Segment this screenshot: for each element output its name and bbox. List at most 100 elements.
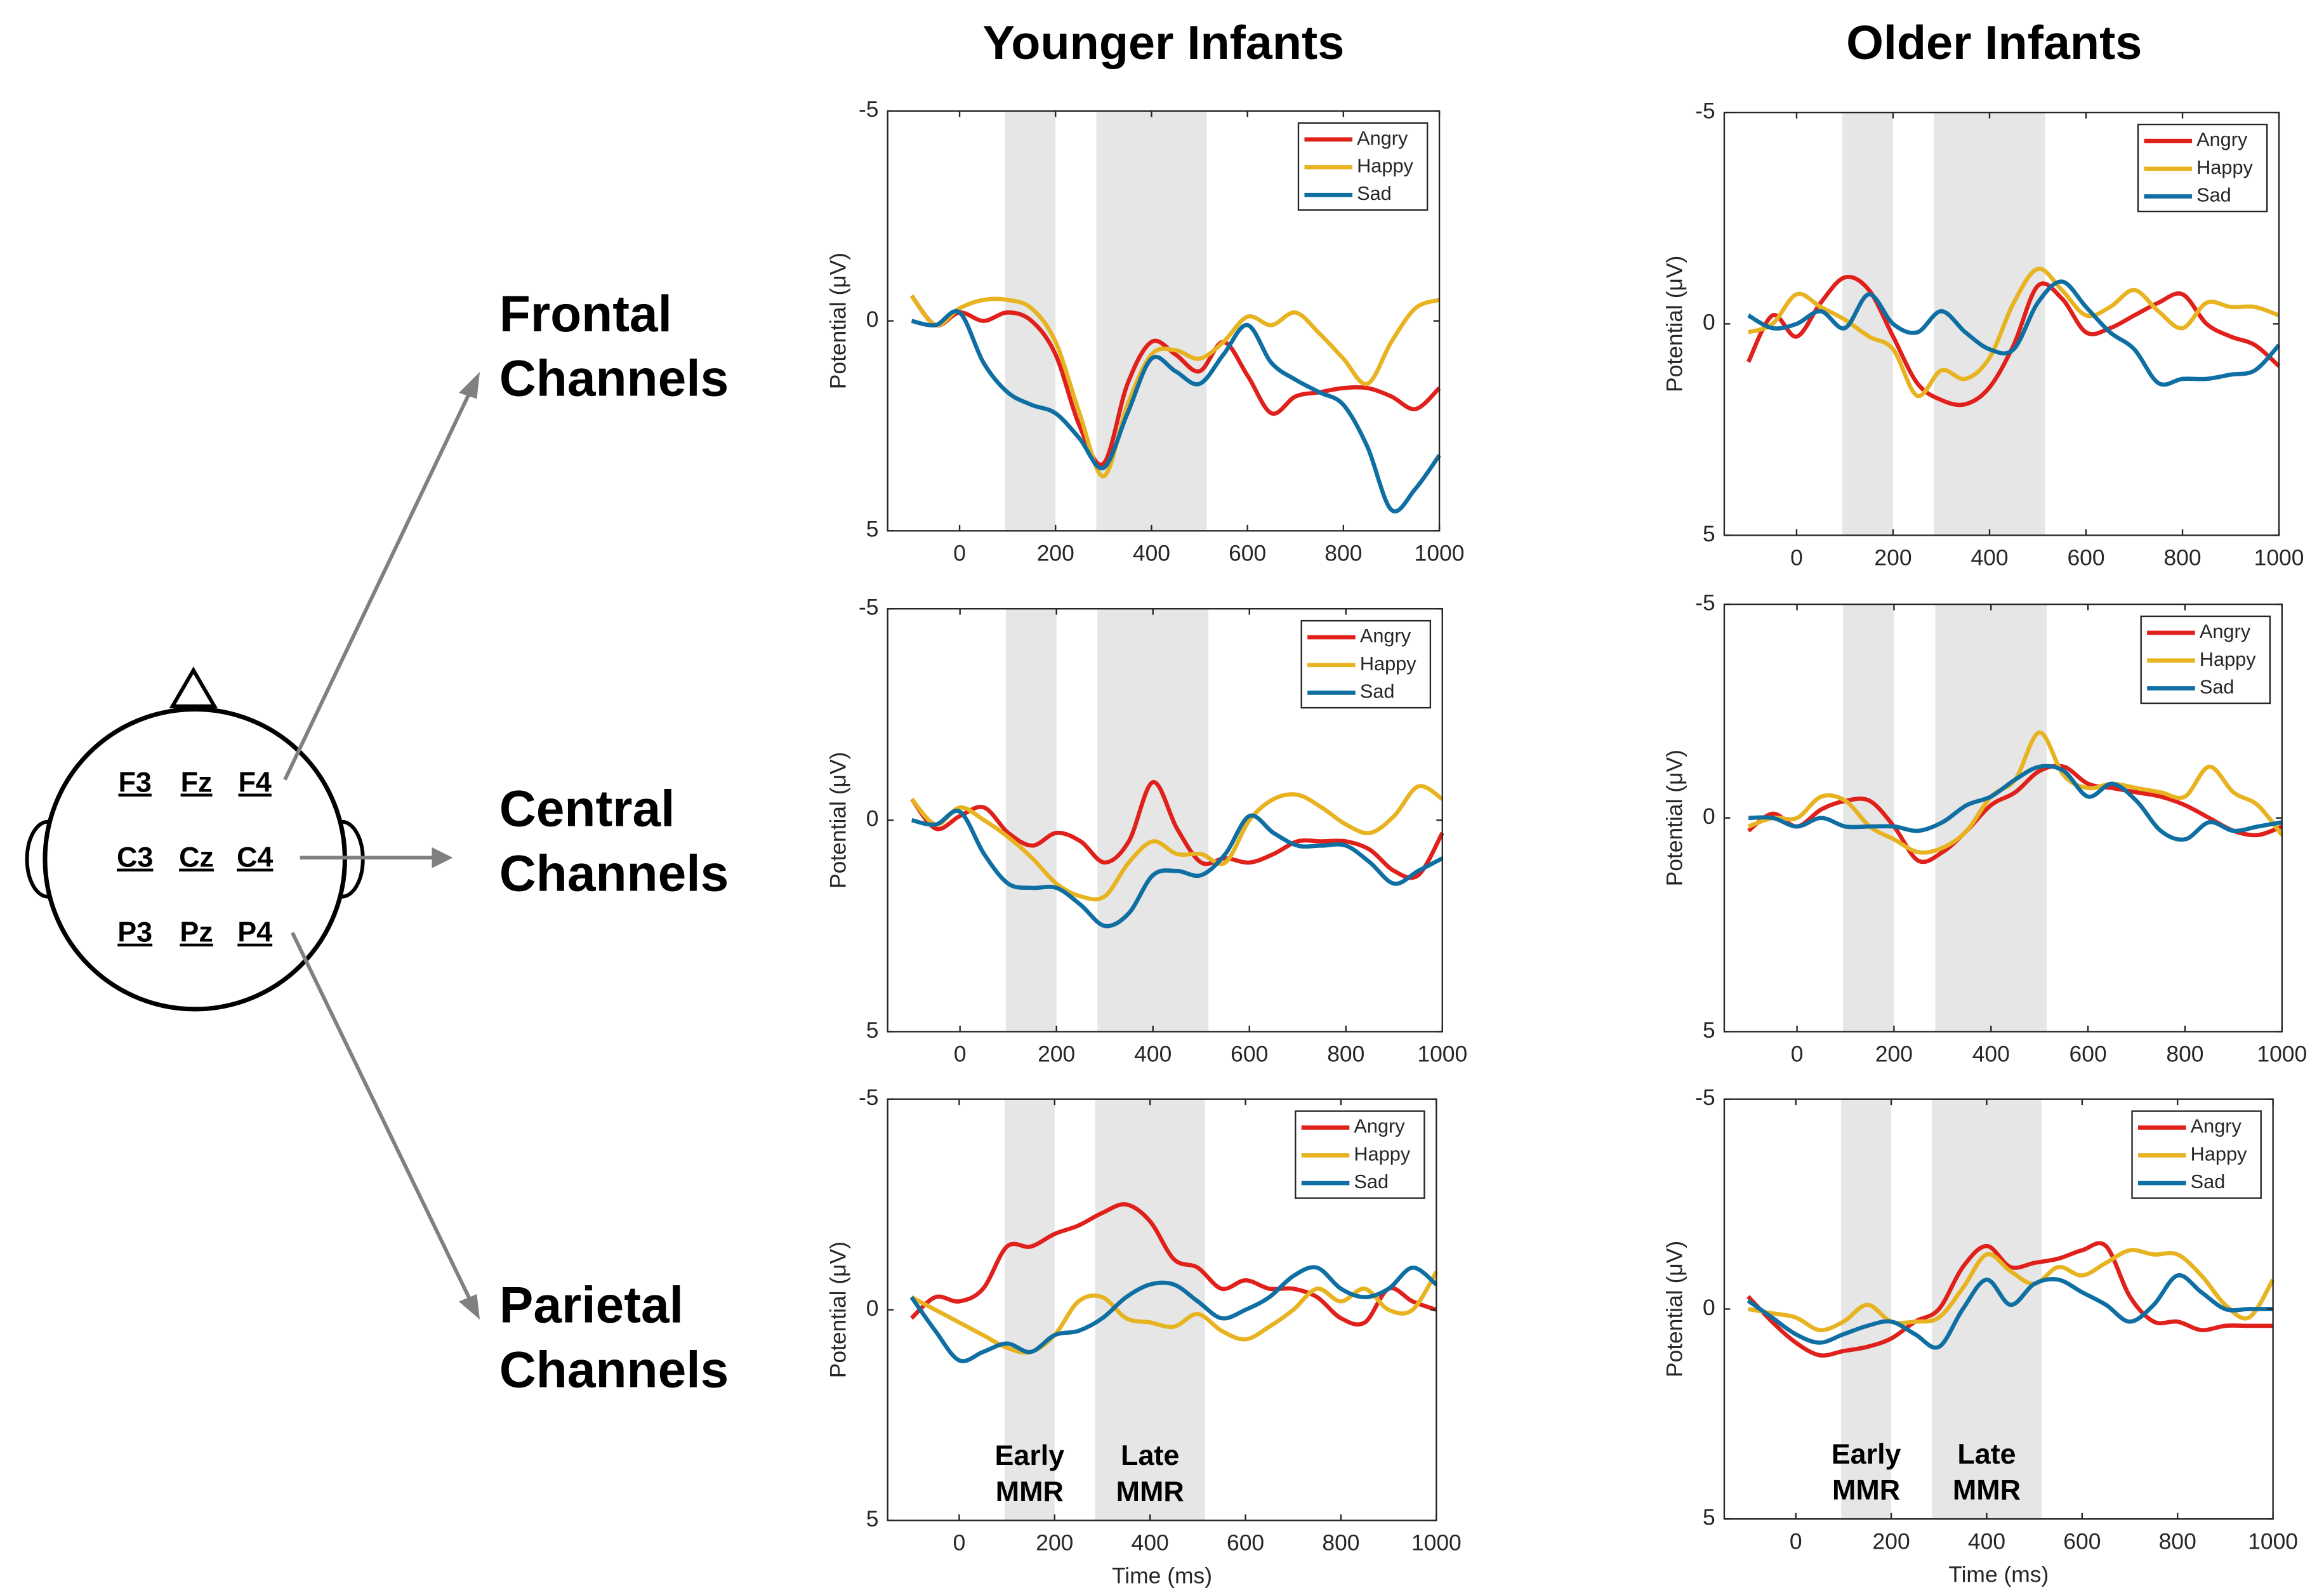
- x-tick-label: 600: [1231, 1042, 1268, 1067]
- series-line: [910, 780, 1444, 880]
- annotation: MMR: [1116, 1475, 1184, 1507]
- row-label: Channels: [499, 845, 729, 902]
- y-tick-label: 5: [1703, 1017, 1715, 1043]
- series-line: [1747, 267, 2280, 399]
- x-tick-label: 400: [1968, 1528, 2005, 1554]
- y-tick-label: 5: [1703, 521, 1715, 546]
- x-tick-label: 0: [1790, 545, 1803, 571]
- x-tick-label: 200: [1036, 1530, 1073, 1556]
- y-axis-label: Potential (μV): [825, 752, 850, 889]
- x-tick-label: 200: [1038, 1042, 1075, 1067]
- x-axis-label: Time (ms): [1948, 1561, 2049, 1587]
- y-tick-label: 5: [866, 517, 879, 542]
- series-line: [1748, 764, 2283, 842]
- electrode-label: P3: [117, 916, 152, 948]
- shaded-region: [1935, 604, 2047, 1032]
- x-tick-label: 800: [2166, 1042, 2203, 1067]
- x-tick-label: 600: [2067, 545, 2104, 571]
- legend-label: Angry: [2196, 128, 2248, 150]
- annotation: Early: [994, 1439, 1064, 1471]
- y-axis-label: Potential (μV): [825, 253, 850, 389]
- y-tick-label: -5: [1695, 1085, 1715, 1110]
- series-line: [910, 784, 1444, 902]
- arrow: [291, 932, 476, 1309]
- x-tick-label: 200: [1037, 540, 1074, 566]
- electrode-label: P4: [237, 916, 272, 948]
- x-axis-label: Time (ms): [1112, 1563, 1212, 1589]
- y-tick-label: -5: [859, 1085, 879, 1110]
- legend-label: Sad: [1360, 680, 1395, 703]
- legend-label: Sad: [2196, 184, 2231, 206]
- chart: 0 200 400 600 800 1000 -5 0 5 Potential (μV) Angry…: [825, 595, 1467, 1067]
- x-tick-label: 1000: [2254, 545, 2304, 571]
- shaded-region: [1004, 1099, 1055, 1521]
- shaded-region: [1841, 1099, 1892, 1519]
- series-line: [911, 809, 1444, 929]
- legend-label: Happy: [1357, 155, 1413, 177]
- chart: 0 200 400 600 800 1000 -5 0 5 Potential (μV) Time …: [825, 1085, 1461, 1589]
- x-tick-label: 800: [1327, 1042, 1364, 1067]
- chart: 0 200 400 600 800 1000 -5 0 5 Potential (μV) Angry…: [1662, 590, 2307, 1066]
- x-tick-label: 200: [1875, 1042, 1913, 1067]
- legend-label: Angry: [2191, 1115, 2242, 1137]
- x-tick-label: 800: [1322, 1530, 1359, 1556]
- legend-label: Angry: [2200, 620, 2251, 642]
- electrode-label: Cz: [179, 841, 214, 873]
- arrows: [283, 371, 480, 1320]
- arrow-head: [432, 847, 453, 868]
- x-tick-label: 800: [1324, 540, 1362, 566]
- shaded-region: [1096, 110, 1207, 531]
- legend-label: Angry: [1357, 127, 1408, 149]
- x-tick-label: 400: [1972, 1042, 2010, 1067]
- arrow-head: [458, 371, 480, 399]
- annotation: Late: [1957, 1438, 2016, 1470]
- x-tick-label: 0: [1791, 1042, 1804, 1067]
- electrode-label: C3: [117, 841, 153, 873]
- y-axis-label: Potential (μV): [825, 1241, 850, 1378]
- x-tick-label: 800: [2159, 1528, 2196, 1554]
- y-tick-label: -5: [1695, 98, 1715, 124]
- x-tick-label: 800: [2163, 545, 2201, 571]
- y-tick-label: 0: [866, 806, 879, 831]
- legend-label: Happy: [1354, 1142, 1410, 1165]
- x-tick-label: 600: [2070, 1042, 2107, 1067]
- series-line: [909, 294, 1441, 479]
- x-tick-label: 400: [1971, 545, 2008, 571]
- x-tick-label: 0: [954, 1042, 967, 1067]
- series-line: [1746, 1241, 2273, 1358]
- nose: [169, 666, 218, 708]
- x-tick-label: 1000: [2248, 1528, 2298, 1554]
- legend-label: Angry: [1354, 1115, 1405, 1137]
- row-label: Channels: [499, 350, 729, 407]
- series-line: [1746, 1273, 2273, 1350]
- row-label: Channels: [499, 1341, 729, 1398]
- x-tick-label: 200: [1873, 1528, 1910, 1554]
- y-tick-label: -5: [1695, 590, 1715, 615]
- y-tick-label: 0: [1703, 1295, 1715, 1320]
- y-axis-label: Potential (μV): [1662, 750, 1687, 886]
- y-tick-label: 0: [1703, 310, 1715, 335]
- y-tick-label: -5: [859, 595, 879, 620]
- electrode-label: F3: [118, 765, 151, 798]
- legend-label: Happy: [2191, 1142, 2247, 1165]
- x-tick-label: 1000: [1417, 1042, 1467, 1067]
- legend-label: Sad: [2191, 1170, 2226, 1193]
- electrode-label: Fz: [181, 765, 213, 798]
- y-tick-label: 5: [1703, 1505, 1715, 1530]
- chart: 0 200 400 600 800 1000 -5 0 5 Potential (μV) Time …: [1662, 1085, 2298, 1587]
- annotation: MMR: [996, 1475, 1064, 1507]
- legend-label: Sad: [1354, 1170, 1389, 1193]
- legend-label: Happy: [2196, 156, 2253, 178]
- x-tick-label: 0: [1790, 1528, 1802, 1554]
- chart: 0 200 400 600 800 1000 -5 0 5 Potential (μV) Angry…: [1662, 98, 2304, 571]
- x-tick-label: 400: [1132, 1530, 1169, 1556]
- x-tick-label: 0: [953, 540, 966, 566]
- row-label: Frontal: [499, 286, 672, 343]
- chart: 0 200 400 600 800 1000 -5 0 5 Potential (μV) Angry…: [825, 96, 1464, 566]
- x-tick-label: 0: [953, 1530, 966, 1556]
- y-tick-label: 5: [866, 1506, 879, 1532]
- x-tick-label: 1000: [2257, 1042, 2307, 1067]
- legend-label: Angry: [1360, 625, 1411, 647]
- electrode-label: C4: [237, 841, 273, 873]
